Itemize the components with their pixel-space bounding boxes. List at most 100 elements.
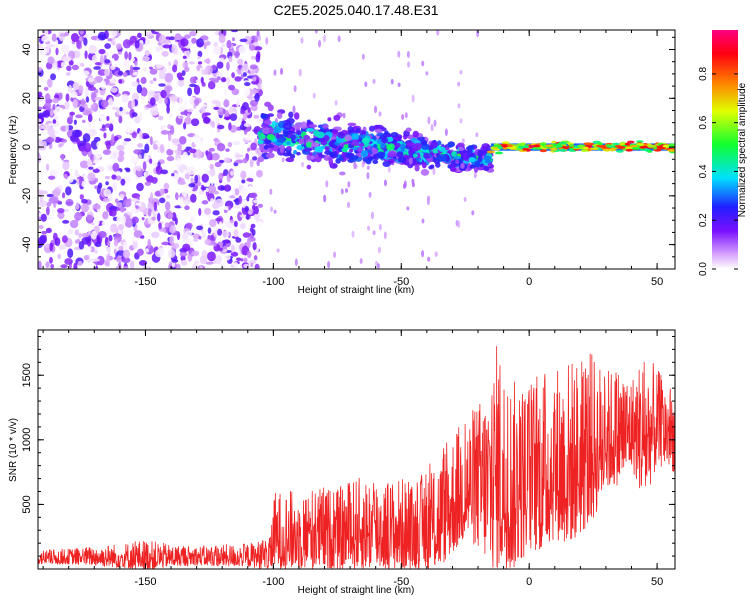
spectrogram-cell xyxy=(216,61,224,69)
spectrogram-cell xyxy=(198,207,202,216)
spectrogram-cell xyxy=(64,101,70,110)
spectrogram-cell xyxy=(217,133,221,140)
spectrogram-cell xyxy=(212,210,220,216)
spectrogram-cell xyxy=(98,182,103,189)
spectrogram-cell xyxy=(52,97,59,104)
x-tick-label: 0 xyxy=(526,276,532,288)
spectrogram-cell xyxy=(187,87,193,97)
spectrogram-cell xyxy=(193,260,200,266)
spectrogram-cell xyxy=(46,43,50,54)
spectrogram-cell xyxy=(249,88,259,95)
spectrogram-cell xyxy=(367,225,371,231)
spectrogram-cell xyxy=(138,259,148,266)
spectrogram-cell xyxy=(164,201,171,211)
spectrogram-cell xyxy=(218,159,225,164)
colorbar-label: Normalized spectral amplitude xyxy=(737,82,748,217)
spectrogram-cell xyxy=(80,98,86,108)
spectrogram-cell xyxy=(155,63,163,69)
spectrogram-cell xyxy=(494,151,504,155)
spectrogram-cell xyxy=(199,255,208,265)
spectrogram-cell xyxy=(159,143,165,154)
spectrogram-cell xyxy=(298,68,302,77)
spectrogram-cell xyxy=(158,222,162,230)
spectrogram-cell xyxy=(243,257,248,263)
spectrogram-cell xyxy=(211,30,216,36)
spectrogram-cell xyxy=(234,204,241,209)
spectrogram-cell xyxy=(240,109,246,115)
spectrogram-cell xyxy=(171,138,180,144)
spectrogram-cell xyxy=(183,169,188,175)
spectrogram-cell xyxy=(141,55,150,62)
spectrogram-cell xyxy=(88,128,98,137)
spectrogram-cell xyxy=(131,66,141,71)
spectrogram-cell xyxy=(444,128,448,136)
spectrogram-cell xyxy=(96,255,105,266)
spectrogram-cell xyxy=(238,195,243,205)
spectrogram-cell xyxy=(118,115,123,124)
spectrogram-cell xyxy=(120,215,126,225)
spectrogram-cell xyxy=(66,72,71,76)
spectrogram-cell xyxy=(208,147,216,152)
spectrogram-cell xyxy=(169,235,175,245)
spectrogram-cell xyxy=(438,146,446,152)
spectrogram-cell xyxy=(179,198,184,208)
spectrogram-cell xyxy=(162,39,172,44)
spectrogram-cell xyxy=(250,80,260,85)
spectrogram-cell xyxy=(296,151,301,156)
spectrogram-cell xyxy=(188,61,195,65)
spectrogram-cell xyxy=(209,219,217,228)
spectrogram-cell xyxy=(327,117,332,122)
spectrogram-cell xyxy=(241,179,246,184)
spectrogram-cell xyxy=(108,234,113,242)
spectrogram-cell xyxy=(171,242,180,249)
spectrogram-cell xyxy=(345,188,349,193)
spectrogram-cell xyxy=(223,206,229,211)
spectrogram-cell xyxy=(625,148,633,152)
spectrogram-cell xyxy=(234,50,240,59)
spectrogram-cell xyxy=(240,74,244,80)
spectrogram-cell xyxy=(73,119,77,125)
spectrogram-cell xyxy=(182,151,188,159)
snr-line-layer xyxy=(38,346,675,569)
spectrogram-cell xyxy=(461,138,465,143)
spectrogram-cell xyxy=(258,133,266,140)
spectrogram-y-axis-label: Frequency (Hz) xyxy=(8,116,19,185)
spectrogram-cell xyxy=(204,66,208,75)
spectrogram-cell xyxy=(99,116,107,123)
spectrogram-cell xyxy=(252,156,258,161)
colorbar-ticks: 0.0 0.2 0.4 0.6 0.8 xyxy=(698,67,738,276)
spectrogram-cell xyxy=(233,220,238,228)
spectrogram-cell xyxy=(457,103,461,109)
spectrogram-cell xyxy=(344,134,353,142)
spectrogram-cell xyxy=(45,93,51,101)
spectrogram-cell xyxy=(597,142,604,146)
spectrogram-cell xyxy=(614,144,622,148)
spectrogram-cell xyxy=(172,64,178,73)
spectrogram-cell xyxy=(242,63,249,72)
spectrogram-cell xyxy=(247,147,251,152)
spectrogram-cell xyxy=(75,114,83,119)
spectrogram-cell xyxy=(421,144,430,150)
spectrogram-ticks: -150 -100 -50 0 50 -40 -20 0 20 40 xyxy=(21,30,675,288)
spectrogram-cell xyxy=(293,85,297,92)
spectrogram-cell xyxy=(463,196,467,203)
spectrogram-cell xyxy=(103,189,112,198)
spectrogram-cell xyxy=(408,157,413,165)
spectrogram-cell xyxy=(276,137,286,143)
spectrogram-cell xyxy=(194,174,199,184)
spectrogram-cell xyxy=(656,145,664,149)
spectrogram-cell xyxy=(397,82,401,87)
spectrogram-cell xyxy=(61,138,68,143)
spectrogram-cell xyxy=(163,182,170,190)
x-tick-label: 0 xyxy=(526,576,532,588)
spectrogram-cell xyxy=(160,169,169,175)
spectrogram-cell xyxy=(221,43,225,48)
spectrogram-cell xyxy=(253,46,263,51)
spectrogram-cell xyxy=(193,84,201,95)
spectrogram-cell xyxy=(131,81,139,87)
spectrogram-cell xyxy=(153,77,157,82)
spectrogram-cell xyxy=(327,261,331,269)
spectrogram-x-axis-label: Height of straight line (km) xyxy=(298,285,415,296)
spectrogram-cell xyxy=(90,104,95,111)
spectrogram-cell xyxy=(195,149,202,159)
